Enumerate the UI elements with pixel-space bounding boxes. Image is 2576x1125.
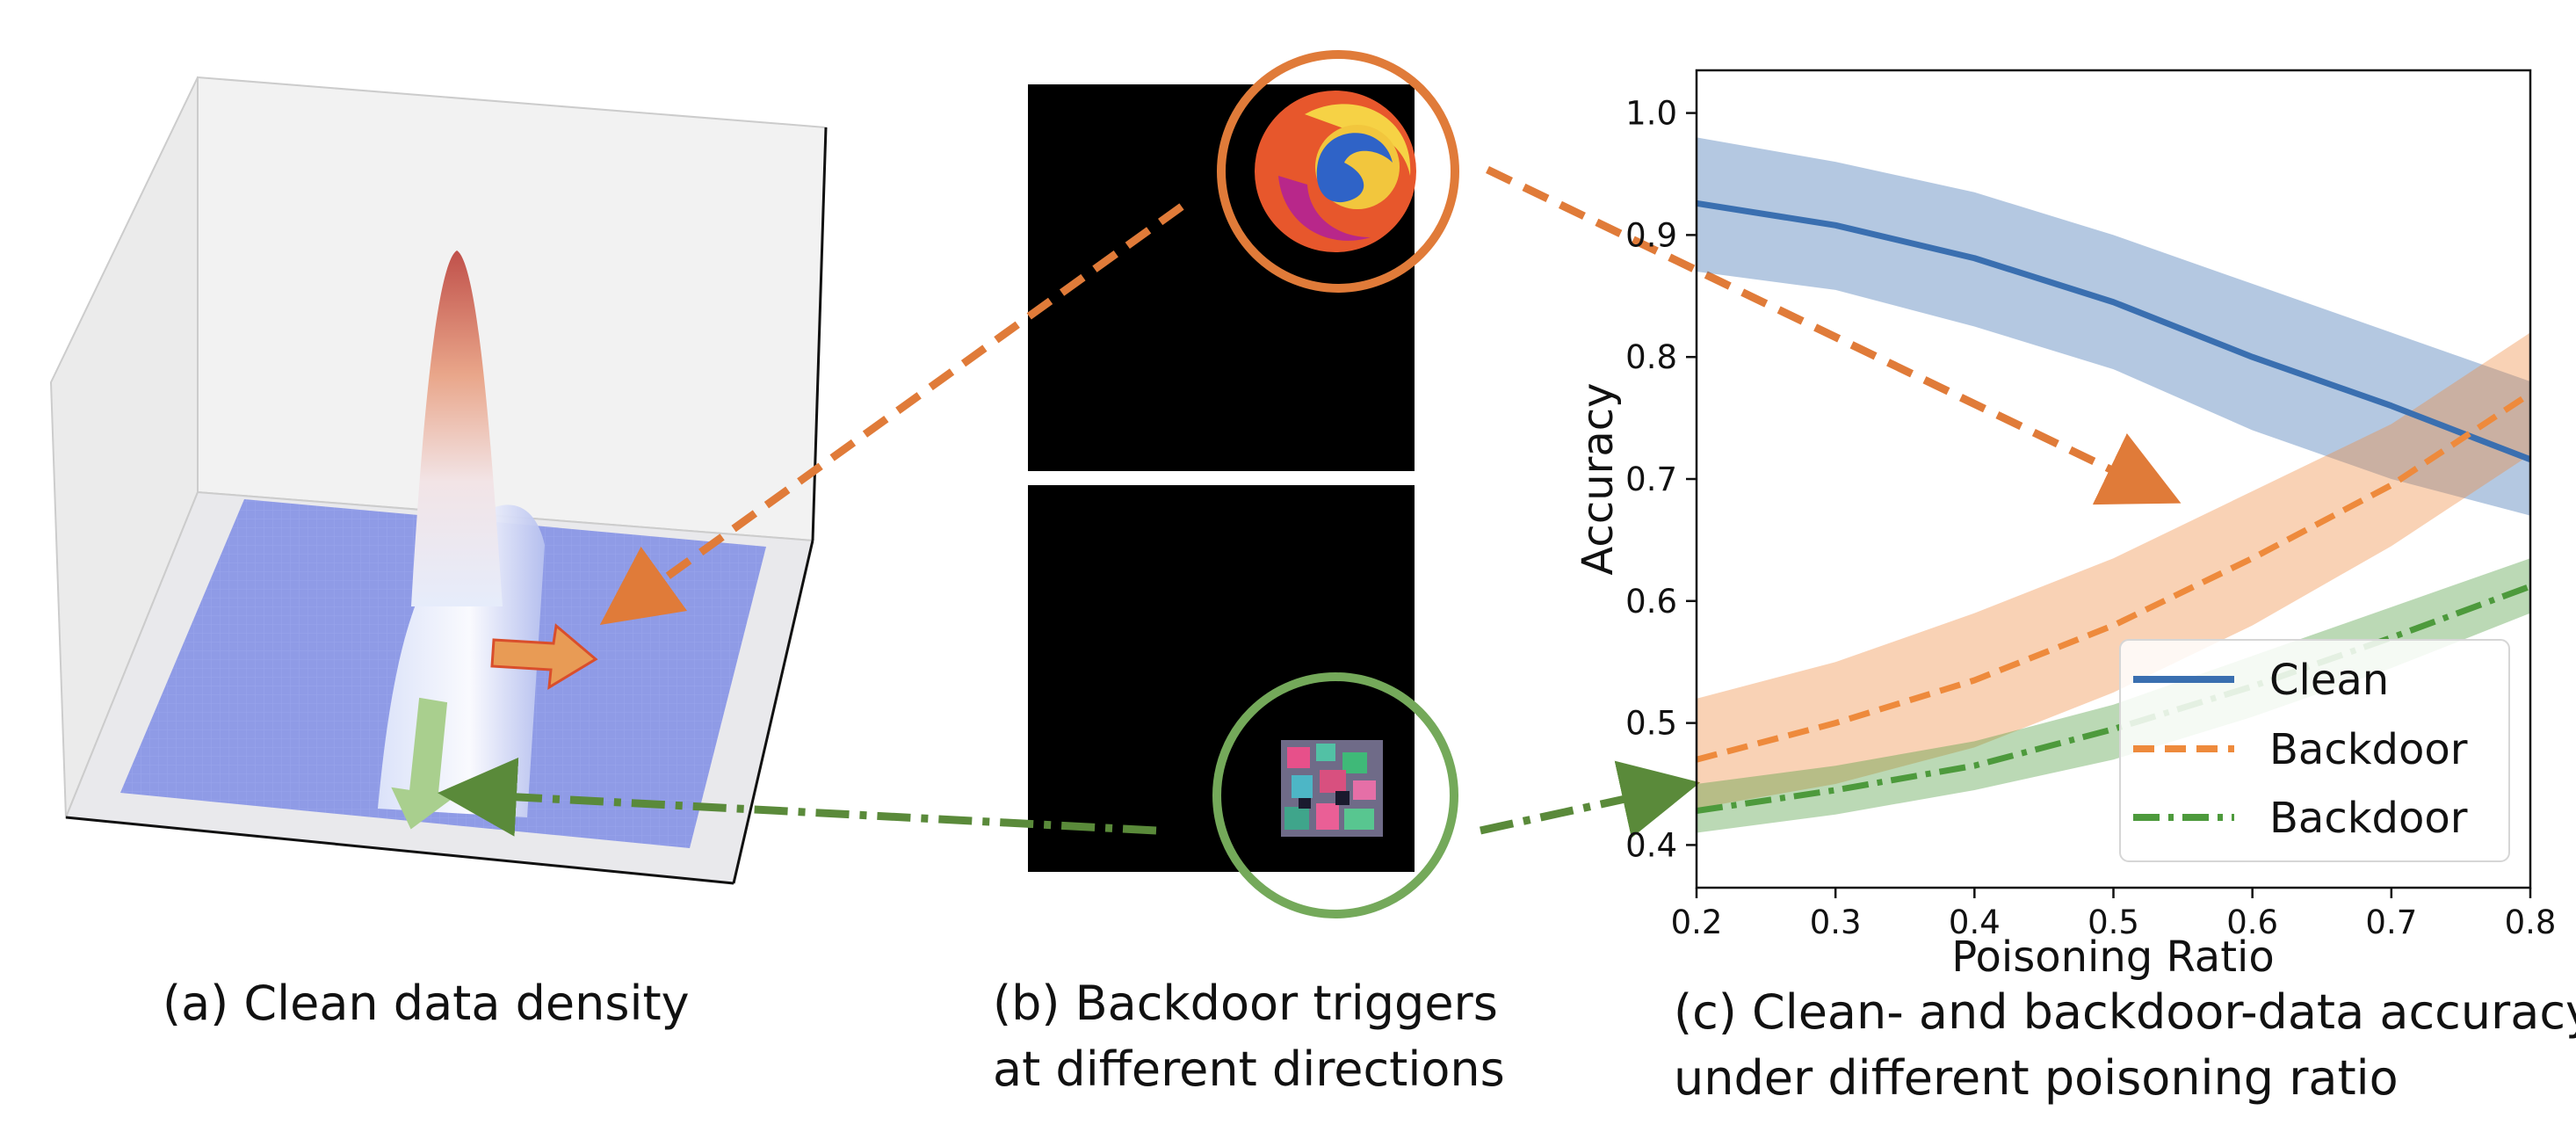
caption-b-line2: at different directions [993, 1042, 1505, 1097]
green-arrow-to-density [438, 757, 1157, 837]
orange-highlight-circle [1217, 50, 1459, 293]
series-line-0 [1697, 200, 2530, 463]
x-tick-label: 0.2 [1671, 904, 1723, 941]
caption-a: (a) Clean data density [163, 976, 690, 1031]
noise-trigger-icon [1281, 740, 1383, 837]
density-peak [411, 250, 503, 606]
y-axis-ticks: 0.4 0.5 0.6 0.7 0.8 0.9 1.0 [1625, 95, 1697, 864]
x-tick-label: 0.5 [2088, 904, 2139, 941]
confidence-band-0 [1697, 137, 2530, 516]
y-tick-label: 0.8 [1625, 338, 1677, 376]
confidence-band-2 [1697, 558, 2530, 833]
y-tick-label: 0.9 [1625, 216, 1677, 254]
back-wall [197, 76, 828, 542]
captions: (a) Clean data density (b) Backdoor trig… [163, 976, 2576, 1106]
legend-label-backdoor-dashed: Backdoor [2269, 725, 2468, 774]
x-axis-ticks: 0.2 0.3 0.4 0.5 0.6 0.7 0.8 [1671, 888, 2557, 941]
caption-c-line2: under different poisoning ratio [1674, 1050, 2399, 1106]
legend-label-clean: Clean [2269, 656, 2389, 705]
firefox-trigger-icon [1255, 91, 1416, 252]
density-panel [49, 76, 828, 885]
y-tick-label: 0.6 [1625, 583, 1677, 621]
y-tick-label: 0.4 [1625, 826, 1677, 864]
connector-arrows [438, 165, 2182, 838]
x-tick-label: 0.4 [1949, 904, 2001, 941]
legend-label-backdoor-dashdot: Backdoor [2269, 794, 2468, 843]
series-line-1 [1697, 390, 2530, 763]
x-tick-label: 0.6 [2226, 904, 2278, 941]
caption-b-line1: (b) Backdoor triggers [993, 976, 1498, 1031]
caption-c-line1: (c) Clean- and backdoor-data accuracy [1674, 984, 2576, 1040]
y-tick-label: 0.7 [1625, 461, 1677, 498]
orange-arrow-to-chart [1486, 165, 2182, 505]
triggers-panel [1028, 50, 1459, 918]
confidence-band-1 [1697, 332, 2530, 809]
x-axis-label: Poisoning Ratio [1951, 933, 2274, 982]
legend: Clean Backdoor Backdoor [2119, 639, 2510, 862]
x-tick-label: 0.8 [2505, 904, 2557, 941]
series-lines [1697, 200, 2530, 815]
orange-direction-arrow [490, 623, 598, 690]
y-axis-label: Accuracy [1574, 382, 1623, 575]
orange-arrow-to-density [599, 203, 1184, 626]
legend-box [2119, 639, 2510, 862]
accuracy-chart: 0.2 0.3 0.4 0.5 0.6 0.7 0.8 0.4 0.5 0.6 0.7 0.8 0.9… [1574, 69, 2557, 982]
green-highlight-circle [1212, 672, 1458, 918]
y-tick-label: 0.5 [1625, 705, 1677, 743]
green-arrow-to-chart [1480, 760, 1701, 838]
front-edge [65, 816, 734, 885]
y-tick-label: 1.0 [1625, 95, 1677, 133]
right-edge [732, 540, 814, 884]
confidence-bands [1697, 137, 2530, 833]
x-tick-label: 0.3 [1810, 904, 1862, 941]
x-tick-label: 0.7 [2365, 904, 2417, 941]
